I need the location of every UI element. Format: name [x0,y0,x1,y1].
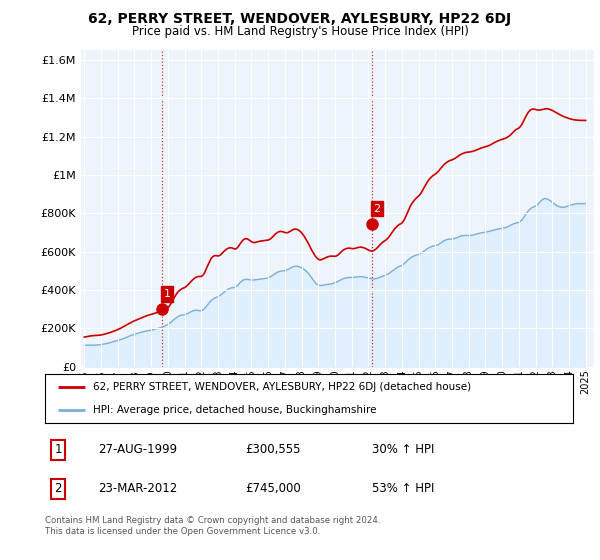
Text: 62, PERRY STREET, WENDOVER, AYLESBURY, HP22 6DJ: 62, PERRY STREET, WENDOVER, AYLESBURY, H… [88,12,512,26]
Text: 30% ↑ HPI: 30% ↑ HPI [373,444,435,456]
Text: Price paid vs. HM Land Registry's House Price Index (HPI): Price paid vs. HM Land Registry's House … [131,25,469,38]
Text: £300,555: £300,555 [245,444,301,456]
Text: 1: 1 [164,289,170,299]
Text: 62, PERRY STREET, WENDOVER, AYLESBURY, HP22 6DJ (detached house): 62, PERRY STREET, WENDOVER, AYLESBURY, H… [92,382,470,393]
Text: 23-MAR-2012: 23-MAR-2012 [98,482,177,496]
Text: 53% ↑ HPI: 53% ↑ HPI [373,482,435,496]
Text: 27-AUG-1999: 27-AUG-1999 [98,444,177,456]
Text: 2: 2 [55,482,62,496]
Text: Contains HM Land Registry data © Crown copyright and database right 2024.
This d: Contains HM Land Registry data © Crown c… [45,516,380,536]
Text: £745,000: £745,000 [245,482,301,496]
Text: 1: 1 [55,444,62,456]
Text: HPI: Average price, detached house, Buckinghamshire: HPI: Average price, detached house, Buck… [92,405,376,415]
Text: 2: 2 [374,204,380,213]
